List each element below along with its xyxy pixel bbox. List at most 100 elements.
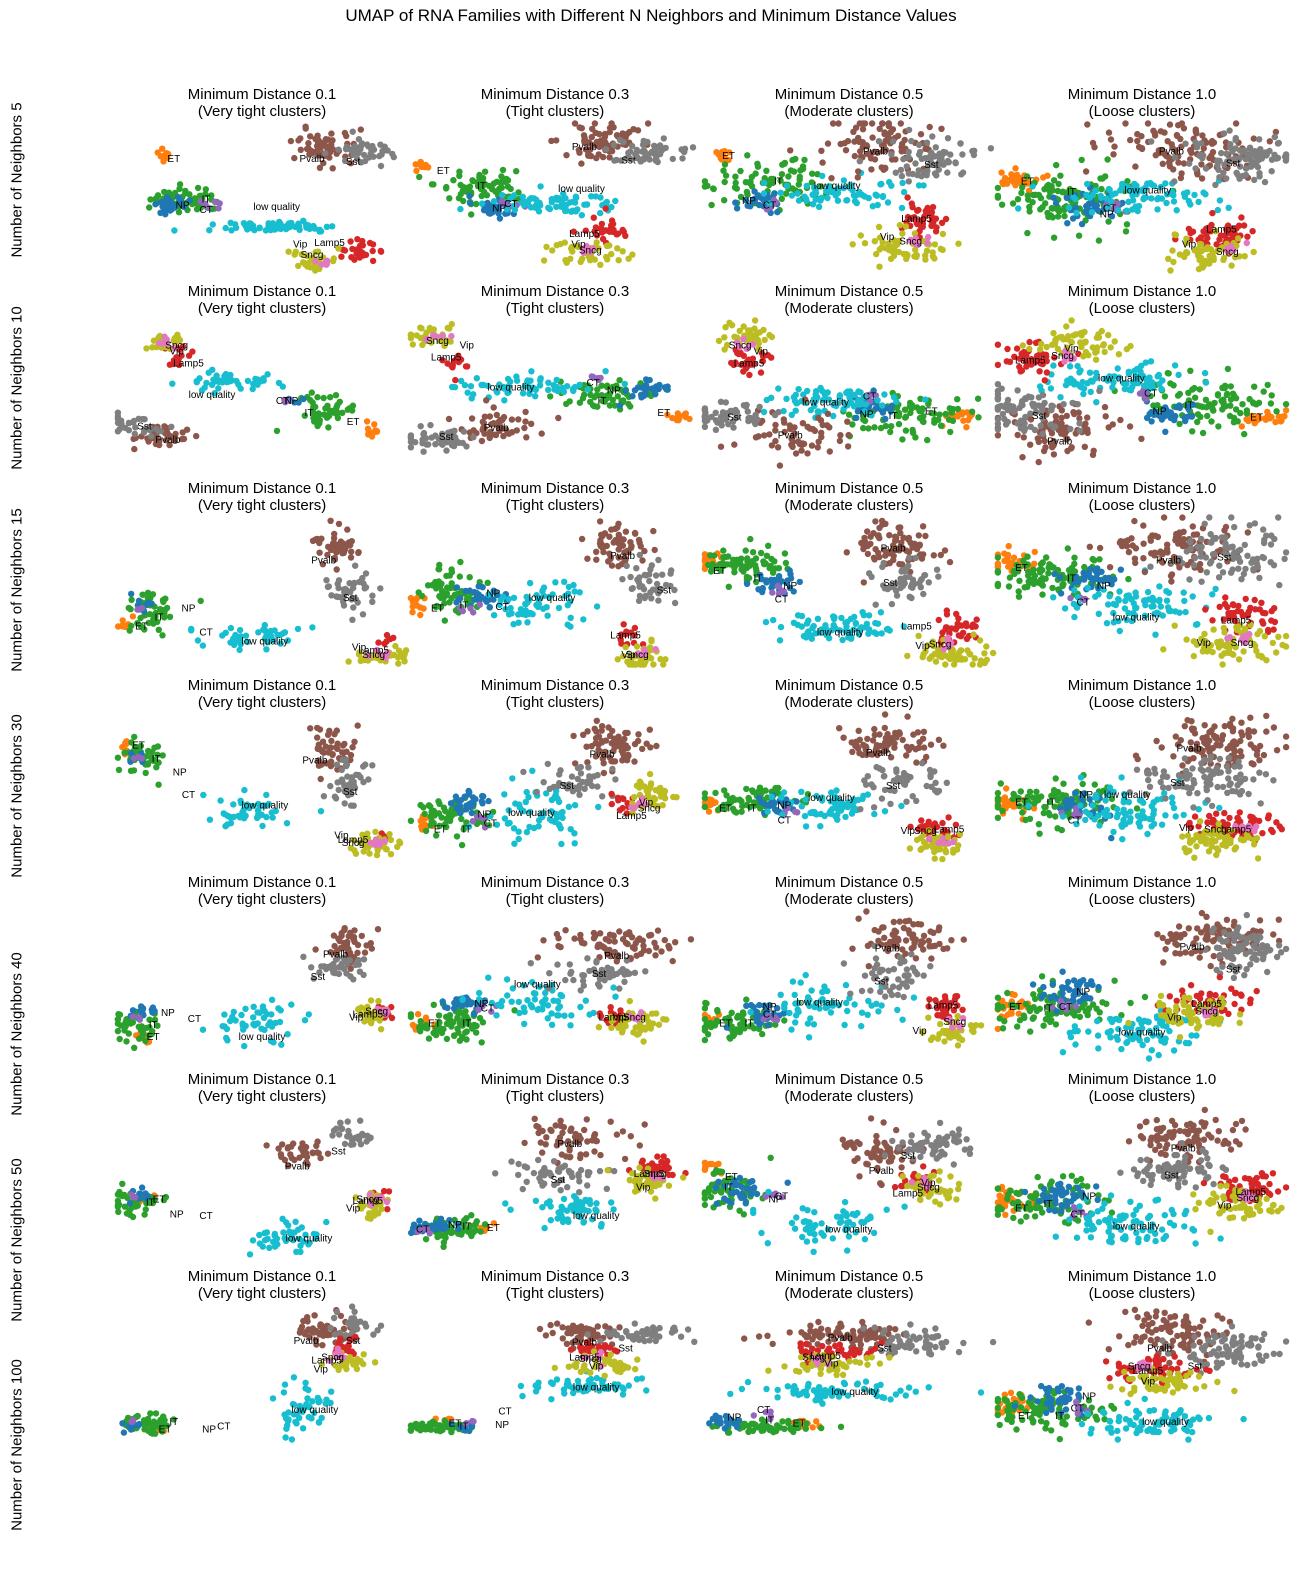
cell-point bbox=[332, 392, 340, 399]
cell-point bbox=[761, 336, 768, 344]
cell-point bbox=[363, 418, 371, 425]
cell-point bbox=[946, 405, 953, 412]
cell-point bbox=[547, 393, 554, 400]
panel-title: Minimum Distance 1.0 (Loose clusters) bbox=[995, 677, 1289, 711]
cluster-label: Lamp5 bbox=[901, 214, 932, 225]
cell-point bbox=[1125, 575, 1132, 583]
cell-point bbox=[1186, 576, 1193, 583]
cell-point bbox=[634, 127, 642, 134]
cell-point bbox=[176, 185, 183, 192]
cell-point bbox=[717, 443, 725, 450]
cell-point bbox=[731, 564, 738, 571]
cell-point bbox=[1172, 412, 1179, 420]
cell-point bbox=[1203, 245, 1210, 253]
cell-point bbox=[1035, 402, 1042, 409]
cell-point bbox=[157, 209, 164, 216]
cell-point bbox=[1158, 385, 1165, 393]
cell-point bbox=[383, 638, 390, 645]
panel-title: Minimum Distance 0.1 (Very tight clusters… bbox=[115, 86, 409, 120]
cell-point bbox=[1028, 394, 1035, 401]
cell-point bbox=[620, 228, 627, 235]
cell-point bbox=[1251, 176, 1258, 184]
cell-point bbox=[890, 394, 898, 401]
cell-point bbox=[799, 420, 807, 427]
panel-title: Minimum Distance 0.3 (Tight clusters) bbox=[408, 86, 702, 120]
cell-point bbox=[829, 120, 837, 127]
cell-point bbox=[1222, 594, 1229, 601]
cell-point bbox=[1247, 163, 1255, 170]
cell-point bbox=[222, 224, 229, 232]
cell-point bbox=[771, 411, 779, 419]
cluster-label: Sst bbox=[621, 156, 636, 167]
cell-point bbox=[954, 620, 961, 627]
cell-point bbox=[781, 159, 789, 167]
cell-point bbox=[463, 443, 470, 450]
cell-point bbox=[1089, 200, 1097, 208]
cell-point bbox=[347, 554, 355, 561]
cell-point bbox=[740, 323, 747, 330]
cell-point bbox=[1131, 517, 1138, 525]
cell-point bbox=[448, 332, 455, 340]
cell-point bbox=[721, 197, 728, 204]
panel-title-line1: Minimum Distance 0.1 bbox=[187, 677, 337, 694]
cell-point bbox=[751, 317, 759, 324]
cell-point bbox=[622, 528, 630, 535]
cluster-label: Pvalb bbox=[572, 142, 597, 153]
cell-point bbox=[905, 562, 912, 569]
panel-title-line2: (Moderate clusters) bbox=[784, 1285, 914, 1302]
cell-point bbox=[369, 592, 376, 599]
cell-point bbox=[1052, 199, 1060, 207]
cell-point bbox=[164, 154, 171, 162]
cell-point bbox=[1024, 192, 1032, 199]
cell-point bbox=[214, 376, 221, 384]
cell-point bbox=[457, 558, 464, 566]
cell-point bbox=[912, 554, 919, 562]
cell-point bbox=[718, 422, 725, 429]
cell-point bbox=[1246, 395, 1253, 403]
cell-point bbox=[1063, 323, 1070, 330]
cell-point bbox=[499, 166, 507, 174]
cluster-label: low quality bbox=[817, 628, 864, 639]
panel-title-line1: Minimum Distance 1.0 bbox=[1067, 283, 1217, 300]
cluster-label: Pvalb bbox=[155, 435, 180, 446]
cell-point bbox=[900, 155, 907, 163]
cell-point bbox=[295, 137, 302, 144]
cluster-label: NP bbox=[486, 589, 500, 600]
cell-point bbox=[1084, 180, 1091, 188]
cell-point bbox=[578, 160, 585, 167]
cell-point bbox=[1208, 140, 1216, 147]
cell-point bbox=[522, 408, 529, 416]
cell-point bbox=[1053, 161, 1060, 169]
cell-point bbox=[552, 579, 559, 586]
cell-point bbox=[557, 203, 564, 210]
cell-point bbox=[182, 187, 189, 195]
cluster-label: CT bbox=[1144, 389, 1157, 400]
cluster-label: NP bbox=[742, 196, 756, 207]
cell-point bbox=[419, 341, 426, 349]
cell-point bbox=[1209, 617, 1216, 624]
cell-point bbox=[1093, 348, 1100, 355]
cell-point bbox=[633, 643, 641, 650]
cell-point bbox=[905, 178, 912, 185]
cell-point bbox=[561, 578, 568, 585]
cell-point bbox=[955, 632, 962, 639]
cell-point bbox=[682, 410, 689, 417]
cell-point bbox=[1240, 648, 1247, 655]
cell-point bbox=[1071, 587, 1078, 594]
cell-point bbox=[1065, 204, 1073, 211]
cell-point bbox=[180, 203, 188, 211]
cell-point bbox=[1166, 121, 1174, 128]
cluster-label: IT bbox=[774, 177, 783, 188]
cell-point bbox=[1191, 554, 1199, 562]
cell-point bbox=[1050, 451, 1058, 458]
cell-point bbox=[486, 433, 493, 441]
cell-point bbox=[837, 432, 844, 439]
cell-point bbox=[1092, 567, 1099, 574]
cell-point bbox=[424, 164, 432, 171]
cell-point bbox=[622, 387, 629, 395]
cell-point bbox=[743, 580, 751, 587]
cell-point bbox=[1181, 597, 1188, 605]
cell-point bbox=[929, 253, 937, 260]
cell-point bbox=[1173, 207, 1180, 214]
